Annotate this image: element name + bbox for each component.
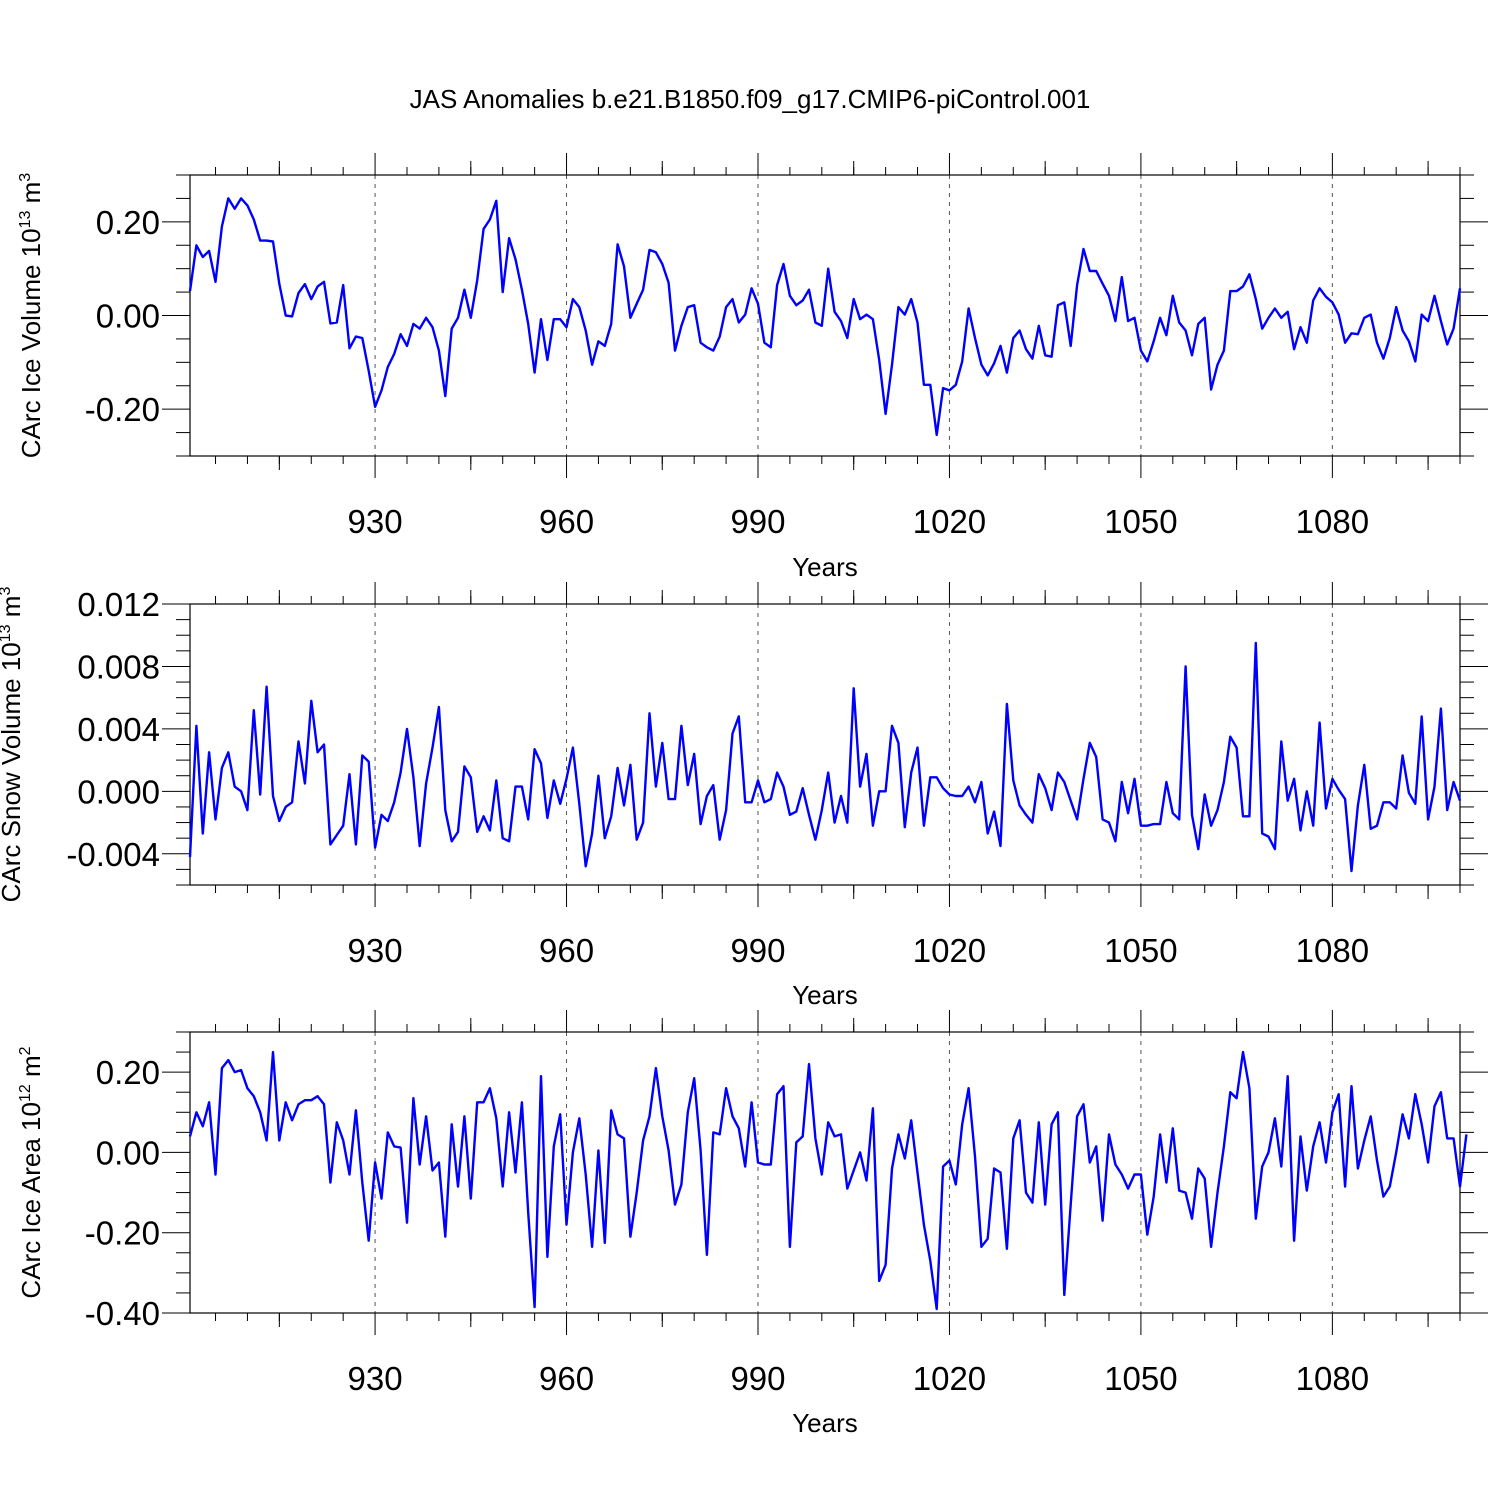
plot-frame <box>189 1031 1461 1314</box>
x-tick-label: 1080 <box>1296 1360 1369 1397</box>
panel-ice-volume: 930 960 990 1020 1050 1080 -0.20 0.00 0.20 Years C… <box>16 153 1488 582</box>
y-tick-label: -0.40 <box>85 1295 160 1332</box>
y-axis-label: CArc Ice Area 1012 m2 <box>16 1046 46 1298</box>
x-tick-label: 990 <box>730 1360 785 1397</box>
y-tick-label: 0.20 <box>96 1054 160 1091</box>
x-tick-label: 930 <box>348 503 403 540</box>
figure-title: JAS Anomalies b.e21.B1850.f09_g17.CMIP6-… <box>409 84 1091 114</box>
series-line-ice-volume <box>188 197 1462 437</box>
y-tick-label: 0.000 <box>77 773 160 810</box>
y-tick-label: -0.004 <box>66 836 160 873</box>
x-tick-label: 990 <box>730 503 785 540</box>
y-tick-label: -0.20 <box>85 391 160 428</box>
x-tick-label: 1080 <box>1296 503 1369 540</box>
x-tick-label: 930 <box>348 932 403 969</box>
y-axis-label: CArc Snow Volume 1013 m3 <box>0 587 26 903</box>
x-tick-label: 960 <box>539 1360 594 1397</box>
x-tick-label: 990 <box>730 932 785 969</box>
y-tick-label: 0.012 <box>77 586 160 623</box>
x-tick-label: 960 <box>539 503 594 540</box>
y-tick-label: 0.20 <box>96 204 160 241</box>
x-axis-label: Years <box>792 552 858 582</box>
x-tick-label: 1020 <box>913 932 986 969</box>
y-tick-label: 0.00 <box>96 298 160 335</box>
x-tick-label: 1050 <box>1104 503 1177 540</box>
x-tick-label: 1050 <box>1104 932 1177 969</box>
x-tick-label: 1080 <box>1296 932 1369 969</box>
plot-frame <box>189 603 1461 886</box>
y-tick-label: 0.008 <box>77 648 160 685</box>
x-tick-label: 1020 <box>913 503 986 540</box>
x-tick-label: 1050 <box>1104 1360 1177 1397</box>
x-axis-label: Years <box>792 980 858 1010</box>
x-tick-label: 930 <box>348 1360 403 1397</box>
y-tick-label: 0.00 <box>96 1134 160 1171</box>
panel-ice-area: 930 960 990 1020 1050 1080 -0.40 -0.20 0.00 0.20 Y… <box>16 1010 1488 1438</box>
y-tick-label: 0.004 <box>77 711 160 748</box>
series-line-ice-area <box>188 1050 1468 1311</box>
x-tick-label: 960 <box>539 932 594 969</box>
panel-snow-volume: 930 960 990 1020 1050 1080 -0.004 0.000 0.004 0.0… <box>0 582 1488 1010</box>
series-line-snow-volume <box>188 641 1462 873</box>
x-tick-label: 1020 <box>913 1360 986 1397</box>
y-axis-label: CArc Ice Volume 1013 m3 <box>16 173 46 458</box>
x-axis-label: Years <box>792 1408 858 1438</box>
y-tick-label: -0.20 <box>85 1215 160 1252</box>
